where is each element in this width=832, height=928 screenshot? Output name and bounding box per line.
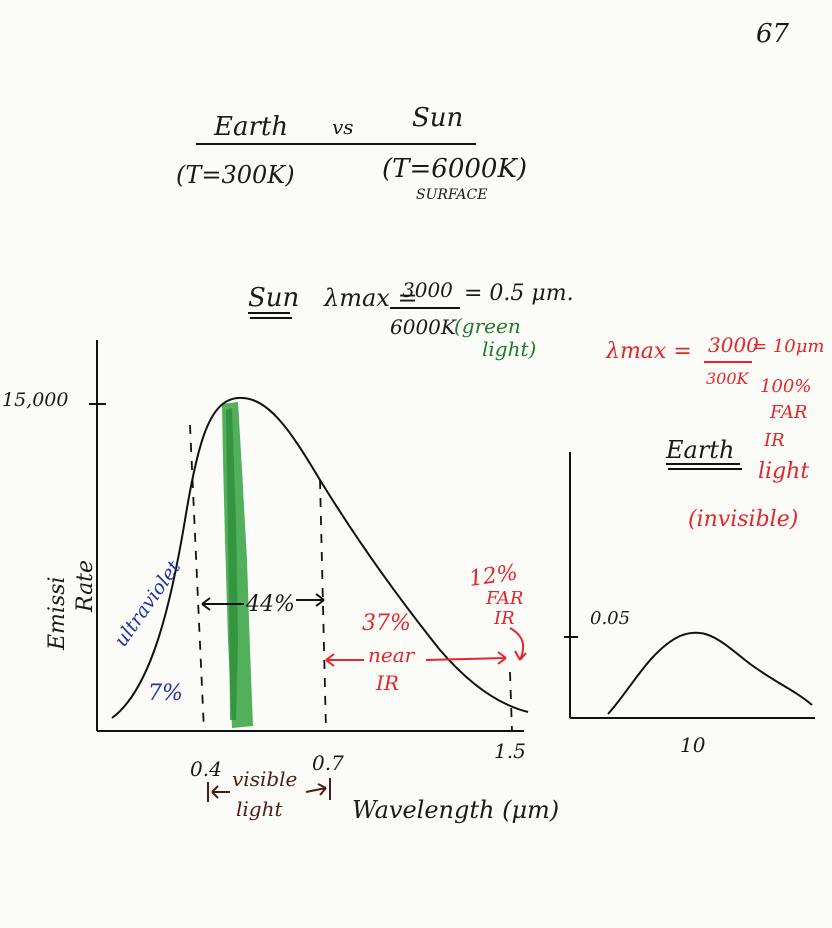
sun-y-axis-label-1: Emissi <box>45 576 70 651</box>
sun-x-axis-label: Wavelength (μm) <box>352 796 559 824</box>
visible-label-1: visible <box>232 767 297 791</box>
sun-emission-curve <box>111 396 529 719</box>
header-surface-note: SURFACE <box>416 187 487 203</box>
far-ir-label-2: IR <box>493 608 515 629</box>
near-ir-label-1: near <box>368 643 416 667</box>
visible-label-2: light <box>236 797 283 821</box>
earth-100-pct: 100% <box>760 376 811 397</box>
visible-bracket-arrows <box>211 783 327 799</box>
earth-wien-formula: λmax = 3000 300K = 10μm 100% FAR IR ligh… <box>605 333 824 532</box>
sun-y-tick-label: 15,000 <box>2 389 68 411</box>
header-vs: vs <box>332 115 354 139</box>
x-tick-0-4: 0.4 <box>190 757 222 781</box>
visible-nir-divider <box>319 479 327 732</box>
earth-spectrum-chart: 0.05 10 <box>564 452 815 757</box>
sun-result: = 0.5 μm. <box>464 281 574 306</box>
visible-pct: 44% <box>245 592 295 617</box>
nir-farir-divider <box>509 671 513 732</box>
sun-y-axis-label-2: Rate <box>73 560 98 613</box>
uv-pct: 7% <box>148 681 183 706</box>
far-ir-arrow <box>509 627 527 661</box>
x-tick-0-7: 0.7 <box>312 751 344 775</box>
earth-chart-label: Earth <box>665 436 734 464</box>
page-number: 67 <box>756 19 790 49</box>
earth-numerator: 3000 <box>708 333 759 357</box>
near-ir-pct: 37% <box>362 611 411 636</box>
uv-visible-divider <box>189 424 205 732</box>
near-ir-label-2: IR <box>375 671 399 695</box>
sun-formula-label: Sun <box>248 283 299 313</box>
visible-pct-arrows <box>201 593 325 611</box>
earth-ir: IR <box>763 430 785 451</box>
earth-denominator: 300K <box>706 369 750 388</box>
earth-x-tick-label: 10 <box>680 733 706 757</box>
header-sun: Sun <box>412 103 463 133</box>
header-sun-temp: (T=6000K) <box>382 154 527 184</box>
earth-lambda-max: λmax = <box>605 339 692 364</box>
sun-green-note-2: light) <box>482 337 536 361</box>
earth-result: = 10μm <box>752 336 824 357</box>
earth-emission-curve <box>607 631 813 715</box>
header-earth-temp: (T=300K) <box>176 161 295 189</box>
header-earth: Earth <box>213 112 288 142</box>
sun-numerator: 3000 <box>402 278 453 302</box>
earth-far: FAR <box>769 402 807 423</box>
far-ir-label-1: FAR <box>485 588 523 609</box>
near-ir-arrows <box>325 651 507 667</box>
earth-light: light <box>758 459 809 484</box>
sun-denominator: 6000K <box>390 315 457 339</box>
sun-wien-formula: Sun λmax = 3000 6000K = 0.5 μm. (green l… <box>248 278 574 361</box>
sun-spectrum-chart: 15,000 Emissi Rate 0.4 0.7 1.5 Wavelengt… <box>2 340 559 824</box>
earth-invisible: (invisible) <box>688 507 798 532</box>
x-tick-1-5: 1.5 <box>494 739 526 763</box>
sun-green-note-1: (green <box>454 314 521 338</box>
uv-label: ultraviolet <box>110 556 185 650</box>
earth-y-tick-label: 0.05 <box>590 608 630 629</box>
visible-green-band <box>222 402 253 728</box>
